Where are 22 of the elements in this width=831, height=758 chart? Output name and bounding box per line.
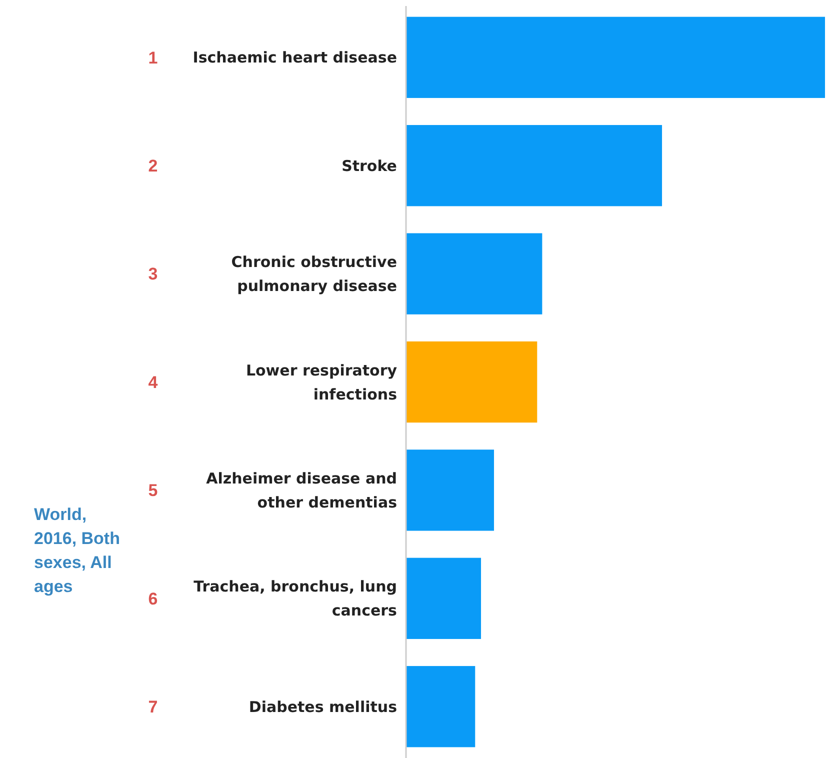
text: 5 <box>148 481 158 500</box>
y-tick-label: Trachea, bronchus, lung cancers <box>194 578 398 620</box>
text: World, 2016, Both sexes, All ages <box>34 505 120 596</box>
y-tick-label: Diabetes mellitus <box>248 698 398 716</box>
bar <box>406 558 481 639</box>
text: 4 <box>148 372 158 392</box>
y-tick-label: Ischaemic heart disease <box>192 48 397 67</box>
y-tick-label: Alzheimer disease and other dementias <box>206 469 398 512</box>
text: 6 <box>148 589 158 608</box>
bar <box>406 233 542 314</box>
bar <box>406 125 662 206</box>
bar <box>406 341 538 423</box>
y-tick-label: Chronic obstructive pulmonary disease <box>231 253 397 296</box>
text: 3 <box>148 264 158 284</box>
text: 7 <box>148 698 158 717</box>
text: 2 <box>148 156 158 176</box>
bar <box>406 666 476 748</box>
y-tick-label: Stroke <box>342 156 397 175</box>
text: 1 <box>148 48 158 68</box>
bar <box>406 16 825 98</box>
y-tick-label: Lower respiratory infections <box>246 361 398 404</box>
bar <box>406 450 494 531</box>
